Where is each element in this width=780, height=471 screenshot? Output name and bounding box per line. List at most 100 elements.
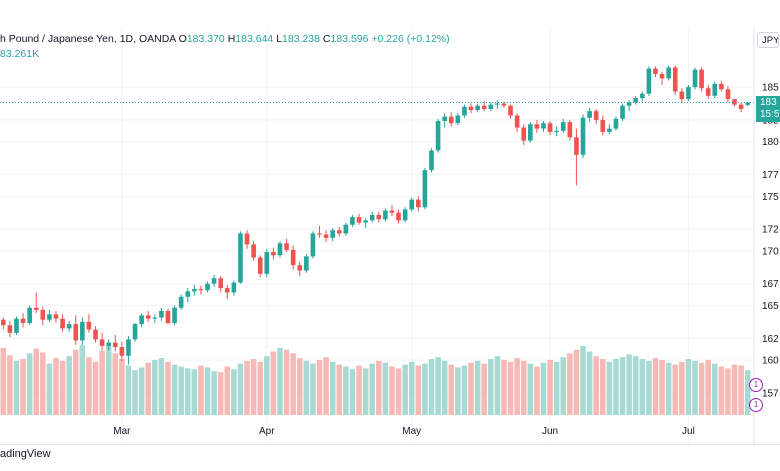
volume-bar bbox=[468, 362, 474, 415]
price-tick-label: 175 bbox=[762, 192, 779, 203]
candle-body bbox=[356, 217, 362, 223]
candle-body bbox=[686, 87, 691, 100]
candle-body bbox=[666, 67, 671, 79]
candle-body bbox=[152, 317, 158, 319]
candle-body bbox=[725, 89, 731, 100]
volume-bar bbox=[738, 365, 744, 415]
high-value: 183.644 bbox=[235, 33, 274, 45]
volume-bar bbox=[244, 360, 250, 415]
volume-bar bbox=[441, 360, 448, 415]
time-axis[interactable]: MarAprMayJunJulAugSep bbox=[113, 426, 780, 437]
volume-bar bbox=[66, 356, 72, 415]
price-axis[interactable]: 185182180177175172170167165162160157 bbox=[762, 83, 779, 400]
volume-bar bbox=[731, 364, 738, 415]
candle-body bbox=[508, 105, 513, 116]
candle-body bbox=[560, 122, 566, 131]
volume-bar bbox=[277, 347, 283, 415]
candle-body bbox=[14, 318, 19, 333]
volume-bar bbox=[455, 367, 461, 415]
candle-body bbox=[528, 124, 533, 141]
volume-bar bbox=[20, 359, 26, 415]
volume-bar bbox=[290, 353, 296, 415]
volume-bar bbox=[422, 363, 428, 415]
volume-bar bbox=[7, 355, 13, 415]
volume-bar bbox=[257, 361, 263, 415]
event-badge-top[interactable]: 1 bbox=[749, 378, 763, 392]
event-badge-bottom[interactable]: 1 bbox=[749, 398, 763, 412]
volume-bar bbox=[408, 361, 415, 415]
volume-bar bbox=[619, 357, 626, 415]
volume-bar bbox=[527, 363, 534, 415]
volume-bar bbox=[165, 361, 171, 415]
candle-body bbox=[310, 233, 316, 257]
volume-bar bbox=[86, 357, 92, 415]
candle-body bbox=[541, 123, 546, 129]
candle-body bbox=[462, 106, 467, 116]
candle-body bbox=[363, 220, 368, 223]
open-value: 183.370 bbox=[186, 33, 225, 45]
candle-body bbox=[488, 104, 494, 109]
volume-bar bbox=[501, 359, 507, 415]
volume-bar bbox=[534, 366, 540, 415]
volume-bar bbox=[53, 358, 59, 415]
volume-bar bbox=[705, 359, 711, 415]
candle-body bbox=[416, 199, 421, 208]
candle-body bbox=[712, 83, 718, 96]
volume-bar bbox=[376, 360, 382, 415]
volume-bar bbox=[402, 364, 408, 415]
candle-body bbox=[343, 224, 349, 234]
candle-body bbox=[323, 234, 329, 238]
time-tick-label: May bbox=[402, 426, 421, 437]
candle-body bbox=[719, 83, 724, 90]
currency-badge[interactable]: JPY bbox=[757, 32, 779, 48]
price-tick-label: 165 bbox=[762, 301, 779, 312]
tradingview-logo-text[interactable]: adingView bbox=[0, 448, 51, 460]
legend-header: h Pound / Japanese Yen, 1D, OANDA O183.3… bbox=[0, 33, 450, 49]
price-tick-label: 172 bbox=[762, 225, 779, 236]
symbol-title[interactable]: h Pound / Japanese Yen, 1D, OANDA bbox=[0, 33, 176, 45]
volume-bar bbox=[560, 357, 567, 415]
candle-body bbox=[271, 252, 276, 256]
candle-body bbox=[145, 315, 151, 319]
volume-bar bbox=[679, 361, 685, 415]
price-tick-label: 177 bbox=[762, 170, 779, 181]
candle-body bbox=[468, 106, 474, 111]
candle-body bbox=[231, 282, 237, 293]
volume-bar bbox=[125, 365, 132, 415]
candle-body bbox=[481, 105, 487, 109]
candle-body bbox=[732, 99, 737, 105]
volume-bar bbox=[712, 363, 718, 415]
candle-body bbox=[475, 105, 480, 111]
candle-body bbox=[422, 170, 428, 208]
volume-bar bbox=[461, 365, 468, 415]
volume-bar bbox=[606, 361, 613, 415]
candle-body bbox=[40, 309, 46, 320]
volume-bar bbox=[13, 360, 20, 415]
volume-bar bbox=[613, 359, 619, 415]
volume-bar bbox=[744, 370, 751, 415]
candle-body bbox=[350, 217, 355, 225]
volume-bar bbox=[59, 360, 66, 415]
volume-bar bbox=[672, 364, 679, 415]
candle-body bbox=[692, 69, 698, 88]
candle-body bbox=[257, 257, 263, 274]
candle-body bbox=[554, 130, 559, 132]
volume-bar bbox=[718, 366, 725, 415]
last-price-tag-price: 183 bbox=[760, 97, 777, 108]
volume-bar bbox=[540, 362, 547, 415]
volume-bar bbox=[507, 361, 514, 415]
volume-bar bbox=[191, 369, 198, 415]
volume-bar bbox=[231, 369, 237, 415]
volume-bar bbox=[652, 358, 659, 415]
volume-bar bbox=[198, 365, 204, 415]
volume-bar bbox=[580, 345, 586, 415]
volume-bar bbox=[303, 360, 310, 415]
change-value: +0.226 (+0.12%) bbox=[371, 33, 450, 45]
candle-body bbox=[600, 119, 606, 132]
volume-bar bbox=[99, 350, 105, 415]
candle-body bbox=[244, 233, 250, 245]
candle-body bbox=[192, 289, 197, 292]
candlestick-series bbox=[0, 65, 751, 365]
volume-bar bbox=[26, 353, 33, 415]
